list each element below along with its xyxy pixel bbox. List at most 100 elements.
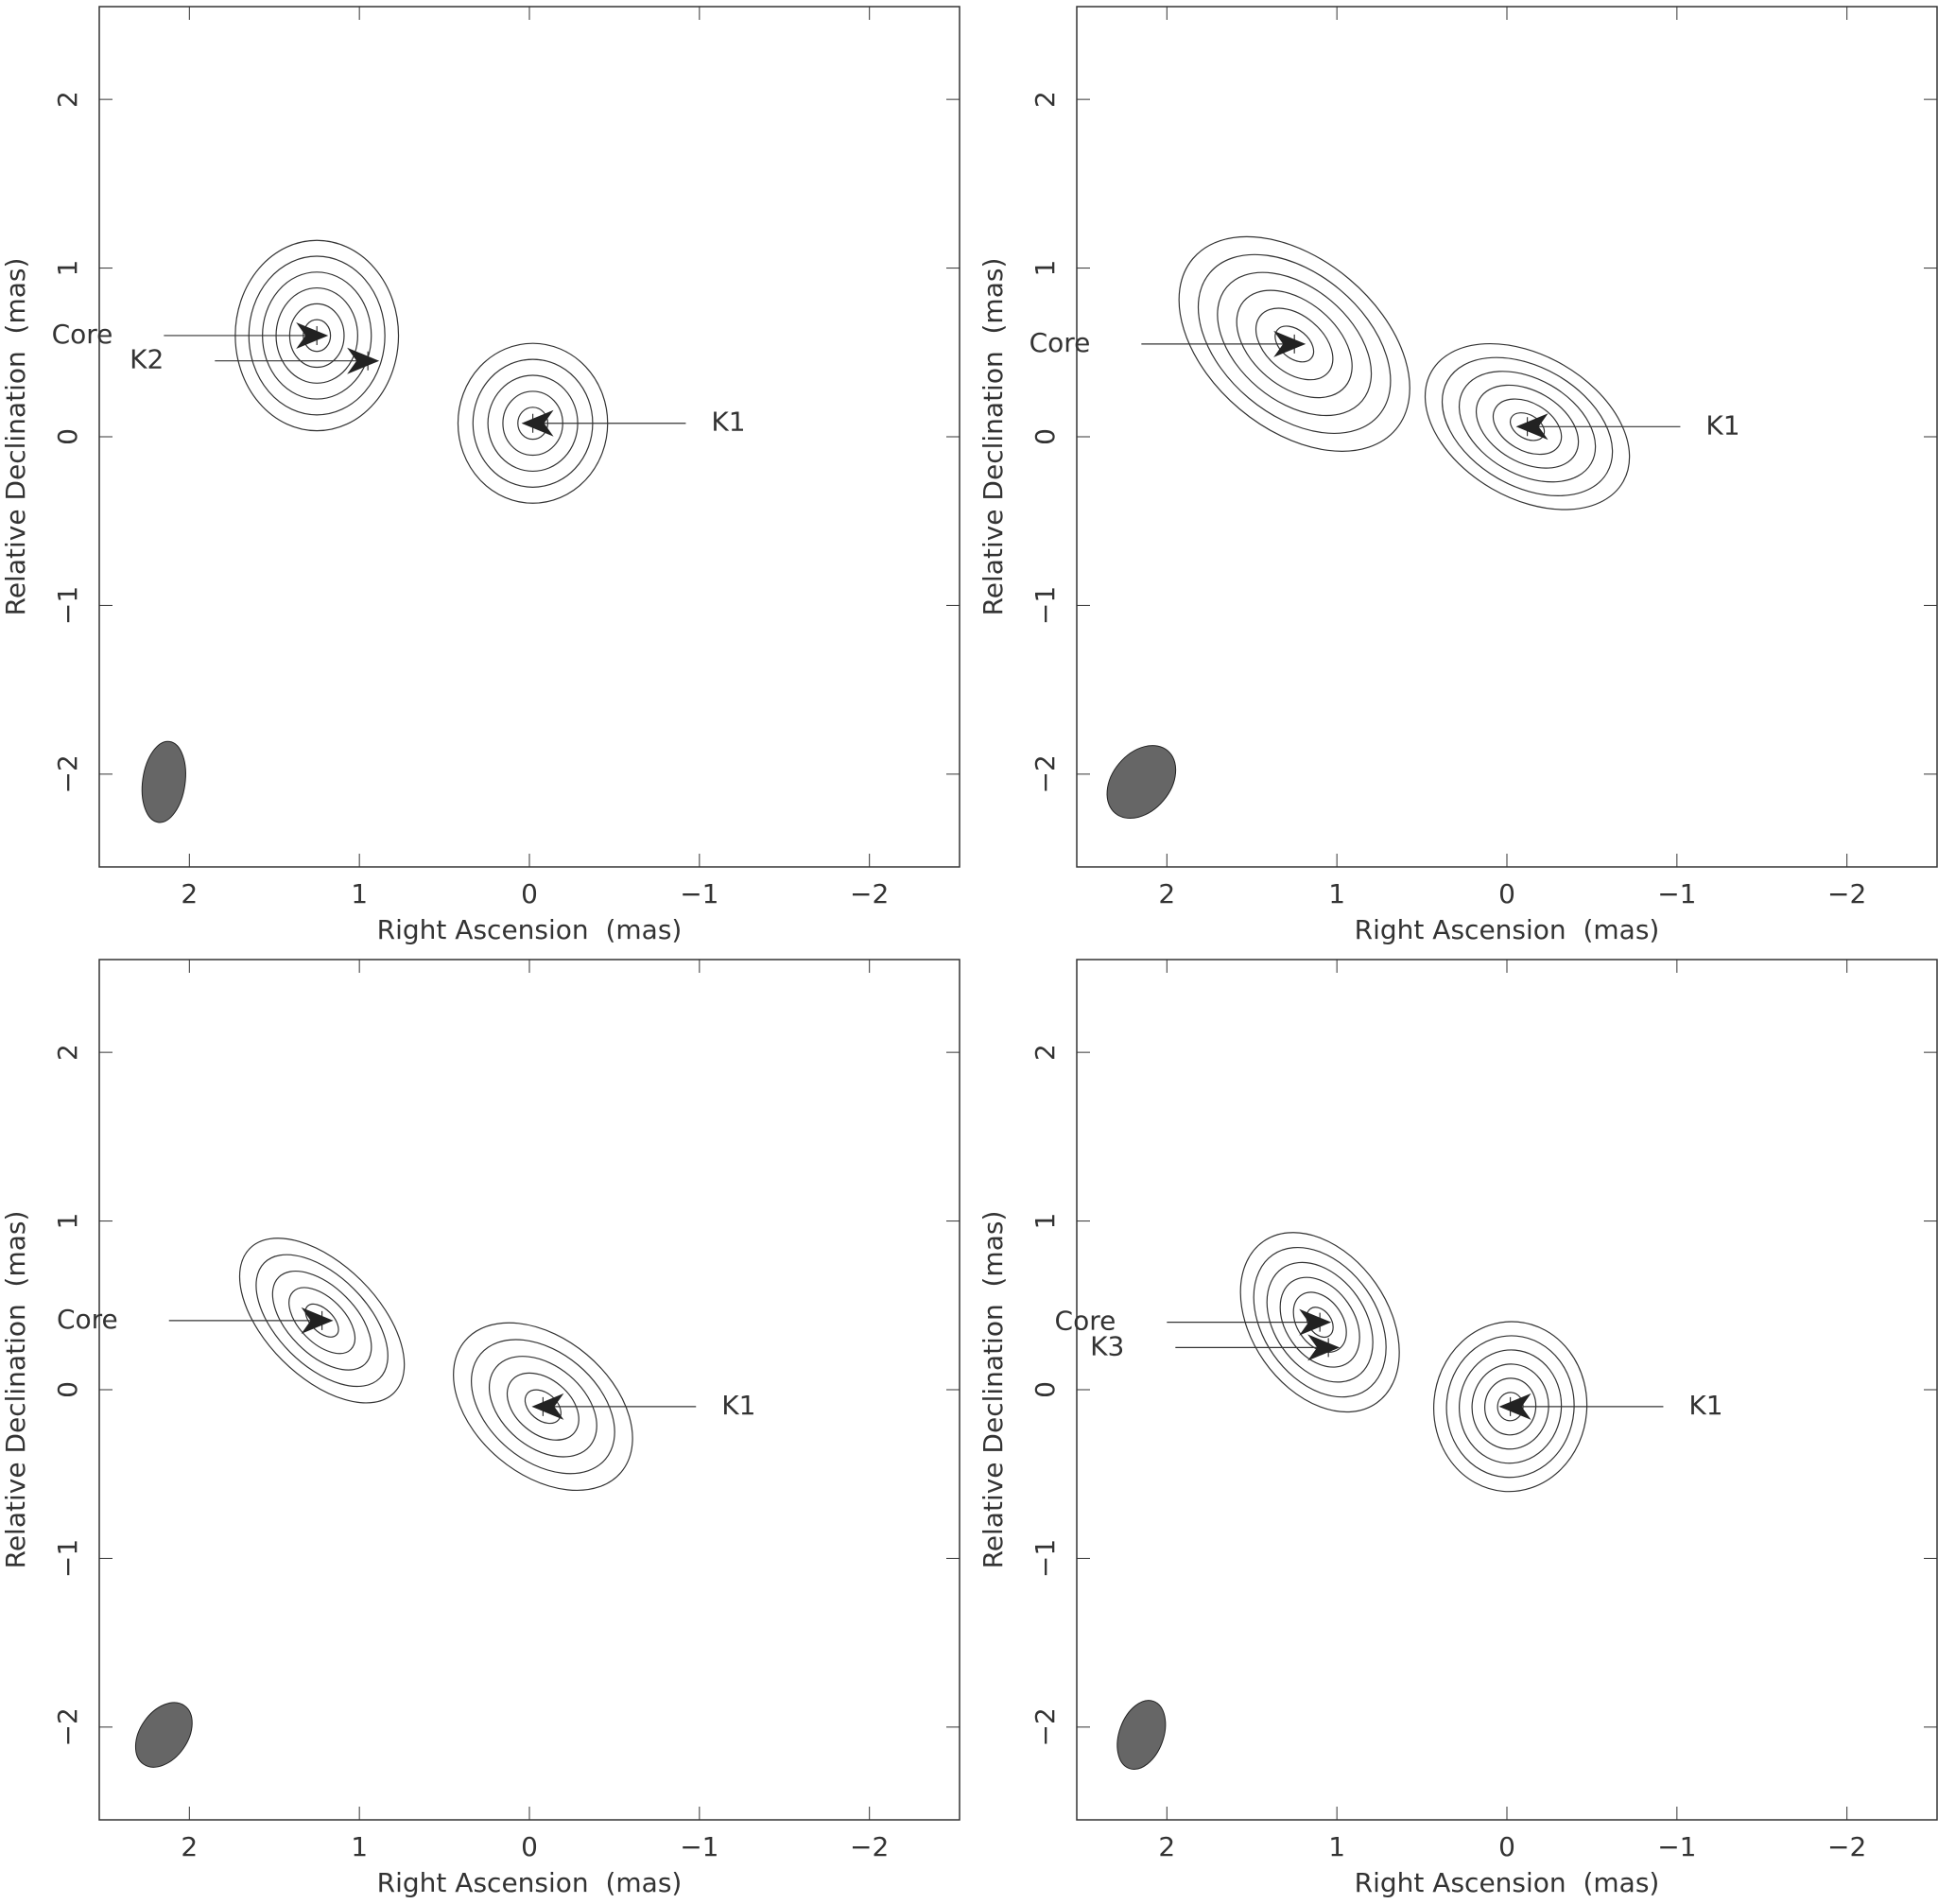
arrow-head [1273, 330, 1306, 357]
arrow-head [301, 1307, 334, 1334]
x-tick-label: 1 [351, 878, 368, 909]
y-tick-label: −1 [1030, 586, 1061, 625]
x-tick-label: 1 [351, 1831, 368, 1862]
beam [1106, 745, 1177, 820]
beam [134, 1702, 193, 1768]
plot-frame [1076, 6, 1938, 868]
arrow-head [1498, 1393, 1531, 1420]
contour [288, 1287, 356, 1355]
component-label: K3 [1090, 1330, 1124, 1361]
y-tick-label: −2 [1030, 754, 1061, 793]
x-axis-label: Right Ascension (mas) [1355, 914, 1660, 945]
panel: 2 1 0 −1 −2 −2 −1 0 1 2 Right Ascension (mas) Relat… [0, 959, 960, 1898]
x-axis-label: Right Ascension (mas) [1355, 1867, 1660, 1898]
contour [1424, 342, 1631, 511]
x-tick-label: 1 [1328, 878, 1345, 909]
y-axis-label: Relative Declination (mas) [0, 258, 31, 616]
contour [1178, 235, 1410, 452]
arrow-head [1299, 1308, 1332, 1336]
component-label: Core [1055, 1306, 1116, 1337]
component-label: Core [52, 319, 113, 350]
arrow-head [296, 321, 329, 349]
x-tick-label: −2 [850, 878, 889, 909]
arrow-head [531, 1393, 564, 1420]
contour [1274, 325, 1315, 363]
y-tick-label: 0 [1030, 1381, 1061, 1398]
x-tick-label: −1 [680, 878, 718, 909]
contour [1432, 1321, 1588, 1493]
arrow-head [1515, 413, 1549, 441]
contour [1471, 1363, 1549, 1450]
contour [1475, 384, 1580, 469]
contour [1497, 1392, 1524, 1422]
y-tick-label: −1 [1030, 1539, 1061, 1578]
arrow-head [521, 409, 554, 437]
component-label: Core [57, 1304, 118, 1335]
panel: 2 1 0 −1 −2 −2 −1 0 1 2 Right Ascension (mas) Relat… [978, 959, 1938, 1898]
y-tick-label: −2 [52, 1707, 83, 1746]
x-tick-label: −1 [1657, 878, 1696, 909]
contour [1292, 1291, 1347, 1353]
plot-frame [98, 959, 960, 1821]
y-tick-label: 2 [52, 91, 83, 108]
component-label: K2 [130, 344, 164, 375]
contour [453, 1322, 633, 1492]
x-tick-label: 0 [521, 1831, 538, 1862]
contour [1217, 271, 1373, 417]
beam [141, 740, 186, 823]
contour [1253, 1246, 1387, 1398]
beam [1116, 1700, 1167, 1770]
y-tick-label: −2 [1030, 1707, 1061, 1746]
panel: 2 1 0 −1 −2 −2 −1 0 1 2 Right Ascension (mas) Relat… [978, 6, 1938, 945]
y-tick-label: 2 [1030, 1044, 1061, 1061]
x-tick-label: −1 [1657, 1831, 1696, 1862]
component-label: K1 [1688, 1390, 1722, 1421]
plot-frame [98, 6, 960, 868]
contour [1445, 1335, 1575, 1479]
x-tick-label: 1 [1328, 1831, 1345, 1862]
x-tick-label: 2 [1158, 878, 1175, 909]
y-tick-label: 1 [52, 260, 83, 277]
component-label: K1 [711, 407, 745, 438]
contour [1279, 1276, 1360, 1368]
y-tick-label: 0 [1030, 428, 1061, 445]
x-tick-label: 2 [1158, 1831, 1175, 1862]
y-axis-label: Relative Declination (mas) [978, 258, 1009, 616]
y-tick-label: 2 [1030, 91, 1061, 108]
panel: 2 1 0 −1 −2 −2 −1 0 1 2 Right Ascension (mas) Relat… [0, 6, 960, 945]
x-tick-label: 0 [521, 878, 538, 909]
contour [255, 1254, 389, 1388]
y-tick-label: 0 [52, 1381, 83, 1398]
y-tick-label: −1 [52, 1539, 83, 1578]
contour [1458, 371, 1597, 483]
y-tick-label: 1 [1030, 260, 1061, 277]
contour [1197, 253, 1392, 435]
contour [1492, 398, 1563, 456]
contour [1458, 1349, 1563, 1464]
y-axis-label: Relative Declination (mas) [0, 1211, 31, 1569]
x-axis-label: Right Ascension (mas) [377, 1867, 683, 1898]
x-axis-label: Right Ascension (mas) [377, 914, 683, 945]
component-label: Core [1030, 327, 1091, 358]
contour [524, 1389, 562, 1425]
x-tick-label: 0 [1498, 1831, 1515, 1862]
contour [238, 1238, 406, 1404]
x-tick-label: 0 [1498, 878, 1515, 909]
y-tick-label: −1 [52, 586, 83, 625]
y-tick-label: 1 [52, 1213, 83, 1230]
y-tick-label: 2 [52, 1044, 83, 1061]
x-tick-label: −2 [1827, 1831, 1866, 1862]
y-axis-label: Relative Declination (mas) [978, 1211, 1009, 1569]
contour [1266, 1261, 1374, 1383]
x-tick-label: 2 [181, 1831, 198, 1862]
y-tick-label: −2 [52, 754, 83, 793]
arrow-head [347, 347, 380, 374]
contour [1441, 356, 1614, 496]
contour [1255, 307, 1334, 381]
contour [1483, 1377, 1537, 1436]
component-label: K1 [1705, 409, 1739, 441]
x-tick-label: −2 [1827, 878, 1866, 909]
contour [488, 1356, 597, 1458]
